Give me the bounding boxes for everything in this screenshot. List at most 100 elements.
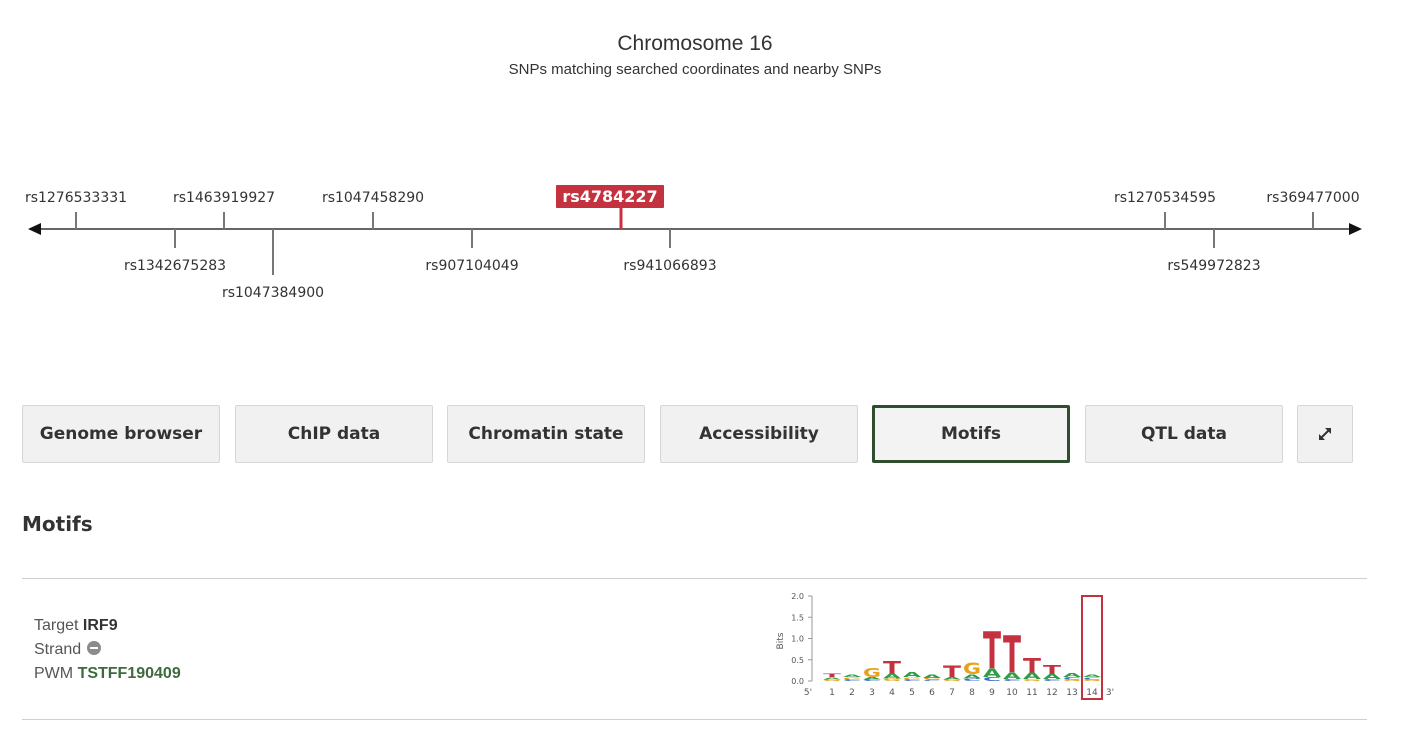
snp-label[interactable]: rs907104049 xyxy=(425,258,518,274)
logo-letter: G xyxy=(903,677,921,680)
pwm-link[interactable]: TSTFF190409 xyxy=(77,665,181,682)
logo-ytick-label: 0.5 xyxy=(791,656,804,665)
logo-letter: C xyxy=(1043,679,1061,682)
divider-bottom xyxy=(22,719,1367,720)
strand-label: Strand xyxy=(34,641,82,658)
logo-xtick-label: 13 xyxy=(1066,688,1077,698)
logo-xtick-label: 12 xyxy=(1046,688,1057,698)
logo-three-prime: 3' xyxy=(1106,688,1114,698)
tab-qtl-data[interactable]: QTL data xyxy=(1085,405,1283,463)
logo-five-prime: 5' xyxy=(804,688,812,698)
chromosome-subtitle: SNPs matching searched coordinates and n… xyxy=(508,61,882,78)
logo-xtick-label: 9 xyxy=(989,688,995,698)
logo-letter: C xyxy=(1063,676,1081,680)
minus-circle-icon xyxy=(87,641,102,655)
logo-letter: A xyxy=(943,676,962,680)
snp-label[interactable]: rs1270534595 xyxy=(1114,190,1216,206)
logo-letter: C xyxy=(863,679,881,682)
logo-xtick-label: 5 xyxy=(909,688,915,698)
tab-chromatin-state[interactable]: Chromatin state xyxy=(447,405,645,463)
logo-letter: A xyxy=(1043,673,1061,681)
snp-track: rs1276533331 rs1463919927 rs1047458290 rs12… xyxy=(25,185,1362,301)
divider-top xyxy=(22,578,1367,579)
snp-label[interactable]: rs1463919927 xyxy=(173,190,275,206)
logo-xtick-label: 6 xyxy=(929,688,935,698)
snp-label[interactable]: rs1276533331 xyxy=(25,190,127,206)
logo-letter: G xyxy=(1063,679,1081,682)
logo-xtick-label: 3 xyxy=(869,688,875,698)
logo-letter: A xyxy=(1063,672,1082,678)
logo-letter: A xyxy=(903,671,921,679)
snp-label[interactable]: rs1342675283 xyxy=(124,258,226,274)
snp-label[interactable]: rs941066893 xyxy=(623,258,716,274)
logo-letter: T xyxy=(983,622,1001,681)
logo-ytick-label: 1.0 xyxy=(791,635,804,644)
logo-letter: T xyxy=(943,662,961,681)
logo-letter: A xyxy=(863,676,882,680)
logo-xtick-label: 7 xyxy=(949,688,955,698)
logo-letter: C xyxy=(923,679,941,681)
logo-letter: A xyxy=(843,674,862,678)
target-value: IRF9 xyxy=(82,617,118,634)
highlighted-snp-badge[interactable] xyxy=(556,185,664,208)
logo-letter: A xyxy=(883,673,901,681)
logo-letter: A xyxy=(963,674,982,680)
snp-label[interactable]: rs1047458290 xyxy=(322,190,424,206)
pwm-label: PWM xyxy=(34,665,74,682)
logo-xtick-label: 14 xyxy=(1086,688,1098,698)
motif-pwm-row: PWM TSTFF190409 xyxy=(34,662,181,686)
logo-xtick-label: 11 xyxy=(1026,688,1037,698)
logo-letter: C xyxy=(1083,677,1101,680)
chromosome-header: Chromosome 16 SNPs matching searched coo… xyxy=(0,30,1390,80)
logo-letter: G xyxy=(963,659,981,678)
logo-letter: G xyxy=(823,679,841,682)
logo-ytick-label: 1.5 xyxy=(791,613,804,622)
logo-xtick-label: 8 xyxy=(969,688,975,698)
logo-letter: G xyxy=(923,678,941,681)
logo-letter: A xyxy=(823,677,842,680)
logo-xtick-label: 2 xyxy=(849,688,855,698)
track-right-arrow xyxy=(1349,223,1362,235)
snp-label[interactable]: rs369477000 xyxy=(1266,190,1359,206)
expand-arrows-icon xyxy=(1319,428,1331,440)
chromosome-title: Chromosome 16 xyxy=(617,32,773,55)
target-label: Target xyxy=(34,617,79,634)
logo-letter: G xyxy=(863,665,881,680)
logo-ylabel: Bits xyxy=(776,632,786,649)
motif-info: Target IRF9 Strand PWM TSTFF190409 xyxy=(34,614,181,686)
tab-genome-browser[interactable]: Genome browser xyxy=(22,405,220,463)
logo-ytick-label: 0.0 xyxy=(791,677,804,686)
logo-letter: A xyxy=(923,675,942,680)
logo-letter: G xyxy=(1083,679,1101,682)
logo-letter: T xyxy=(883,658,902,678)
logo-letter: A xyxy=(1083,674,1102,678)
highlighted-snp-label[interactable]: rs4784227 xyxy=(562,187,657,206)
logo-letter: T xyxy=(1023,655,1041,678)
logo-letter: T xyxy=(823,673,841,678)
logo-letter: G xyxy=(1023,679,1041,682)
logo-letter: C xyxy=(843,679,861,682)
logo-letter: A xyxy=(1003,671,1021,681)
logo-xtick-label: 4 xyxy=(889,688,895,698)
logo-highlight-box xyxy=(1081,595,1103,700)
track-left-arrow xyxy=(28,223,41,235)
logo-letter: G xyxy=(843,677,861,680)
expand-button[interactable] xyxy=(1297,405,1353,463)
logo-letter: G xyxy=(943,679,961,682)
logo-letter: C xyxy=(1003,679,1021,682)
logo-letter: A xyxy=(983,667,1002,680)
snp-label[interactable]: rs1047384900 xyxy=(222,285,324,301)
tab-chip-data[interactable]: ChIP data xyxy=(235,405,433,463)
tab-motifs[interactable]: Motifs xyxy=(872,405,1070,463)
logo-ytick-label: 2.0 xyxy=(791,592,804,601)
logo-xtick-label: 10 xyxy=(1006,688,1018,698)
logo-letter: C xyxy=(963,678,981,682)
section-title: Motifs xyxy=(22,512,93,536)
logo-letter: C xyxy=(903,679,921,682)
motif-strand-row: Strand xyxy=(34,638,181,662)
snp-label[interactable]: rs549972823 xyxy=(1167,258,1260,274)
logo-letter: A xyxy=(1023,671,1041,681)
tab-accessibility[interactable]: Accessibility xyxy=(660,405,858,463)
logo-letter: T xyxy=(1043,662,1061,677)
